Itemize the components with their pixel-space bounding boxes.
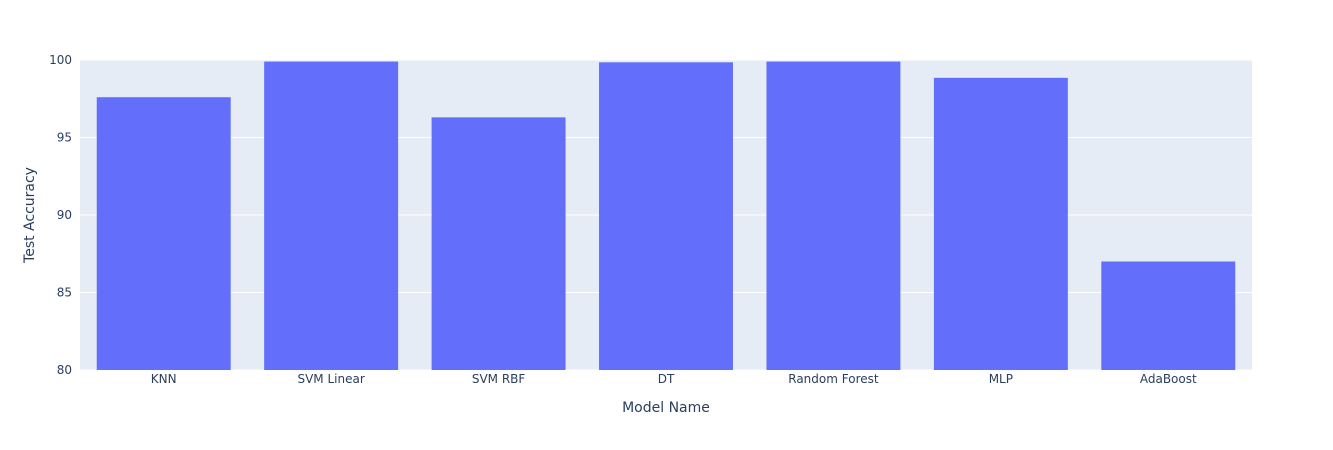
bar [264, 61, 399, 371]
x-tick-label: SVM RBF [472, 372, 526, 386]
bar [431, 117, 566, 370]
y-tick-label: 90 [57, 208, 72, 222]
bar [933, 77, 1068, 370]
x-axis-ticks: KNN SVM Linear SVM RBF DT Random Forest MLP Ad… [151, 372, 1197, 386]
x-axis-title: Model Name [622, 400, 710, 416]
y-axis-title: Test Accuracy [22, 167, 38, 264]
y-tick-label: 95 [57, 131, 72, 145]
x-tick-label: MLP [989, 372, 1013, 386]
x-tick-label: SVM Linear [297, 372, 364, 386]
x-tick-label: DT [658, 372, 675, 386]
x-tick-label: AdaBoost [1140, 372, 1197, 386]
bar [96, 97, 231, 370]
bars [96, 61, 1236, 371]
y-tick-label: 100 [49, 53, 72, 67]
x-tick-label: KNN [151, 372, 177, 386]
bar [1101, 261, 1236, 370]
bar [766, 61, 901, 371]
x-tick-label: Random Forest [788, 372, 879, 386]
y-tick-label: 85 [57, 286, 72, 300]
bar [599, 62, 733, 370]
y-axis-ticks: 80 85 90 95 100 [49, 53, 72, 377]
y-tick-label: 80 [57, 363, 72, 377]
